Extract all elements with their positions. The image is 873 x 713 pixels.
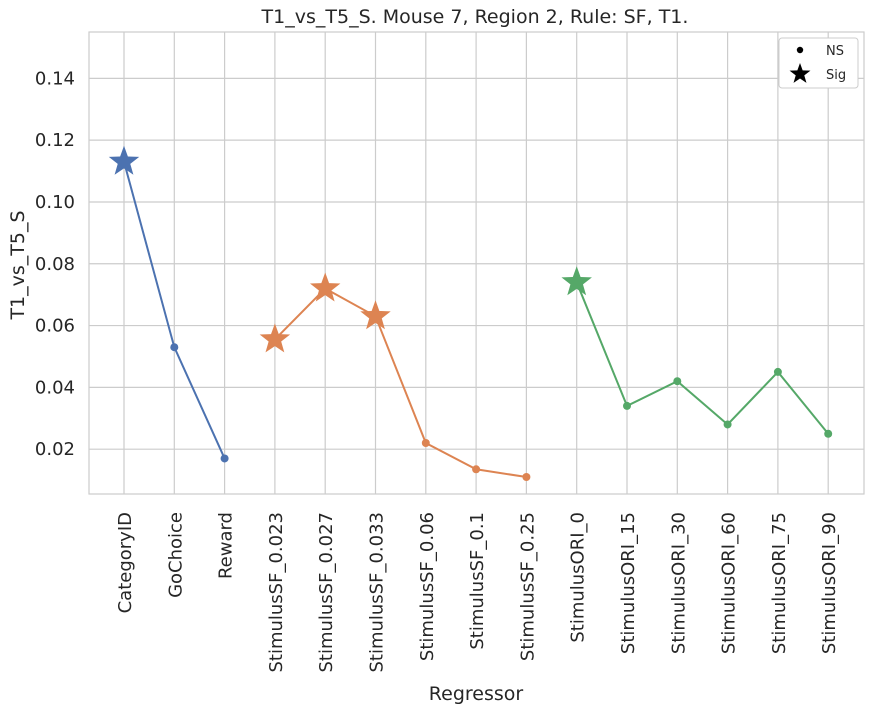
x-tick-label: StimulusSF_0.06 [417,512,438,661]
plot-frame [88,31,865,495]
y-tick-label: 0.10 [35,192,75,213]
legend-box [778,37,859,89]
sig-star-point [259,323,291,353]
y-tick-label: 0.12 [35,130,75,151]
ns-dot-point [170,343,179,352]
x-tick-label: StimulusSF_0.033 [367,512,388,673]
sig-star-point [561,266,592,296]
y-tick-label: 0.14 [35,68,75,89]
x-tick-label: StimulusORI_30 [668,512,689,654]
ns-dot-point [522,473,531,482]
legend-ns-marker [796,46,804,54]
ns-dot-point [824,429,833,438]
x-tick-label: StimulusSF_0.25 [517,512,538,661]
grid [89,32,864,494]
series-group [108,145,229,463]
y-tick-label: 0.06 [35,316,75,337]
y-tick-label: 0.08 [35,254,75,275]
x-tick-label: StimulusSF_0.1 [467,512,488,650]
legend-sig-marker [789,63,811,83]
x-tick-label: StimulusORI_75 [769,512,790,654]
x-tick-label: StimulusSF_0.027 [316,512,337,673]
x-tick-labels: CategoryID GoChoice Reward StimulusSF_0.023… [115,512,840,673]
x-tick-label: Reward [216,512,237,579]
chart-title: T1_vs_T5_S. Mouse 7, Region 2, Rule: SF,… [261,6,689,28]
ns-dot-point [421,439,430,448]
x-tick-label: StimulusORI_0 [568,512,589,643]
sig-star-point [108,145,140,175]
sig-star-point [309,272,341,302]
ns-dot-point [472,465,481,474]
x-tick-label: StimulusORI_60 [719,512,740,654]
series-line [274,287,527,478]
x-tick-label: StimulusORI_90 [819,512,840,654]
x-axis-title: Regressor [429,683,524,705]
y-tick-label: 0.04 [35,377,75,398]
y-axis-title: T1_vs_T5_S [7,210,29,320]
series-group [259,272,531,482]
legend-ns-label: NS [826,44,844,59]
legend: NS Sig [778,37,859,89]
x-tick-label: CategoryID [115,512,136,613]
ns-dot-point [773,367,782,376]
series-line [575,281,829,435]
x-tick-label: GoChoice [165,512,186,598]
series-layer [108,145,833,482]
sig-star-point [360,300,391,330]
ns-dot-point [220,454,229,463]
x-tick-label: StimulusORI_15 [618,512,639,654]
ns-dot-point [723,420,732,429]
y-tick-labels: 0.02 0.04 0.06 0.08 0.10 0.12 0.14 [35,68,75,460]
ns-dot-point [673,377,682,386]
x-tick-label: StimulusSF_0.023 [266,512,287,673]
ns-dot-point [623,401,631,410]
series-group [561,266,833,438]
y-tick-label: 0.02 [35,439,75,460]
legend-sig-label: Sig [826,68,846,83]
